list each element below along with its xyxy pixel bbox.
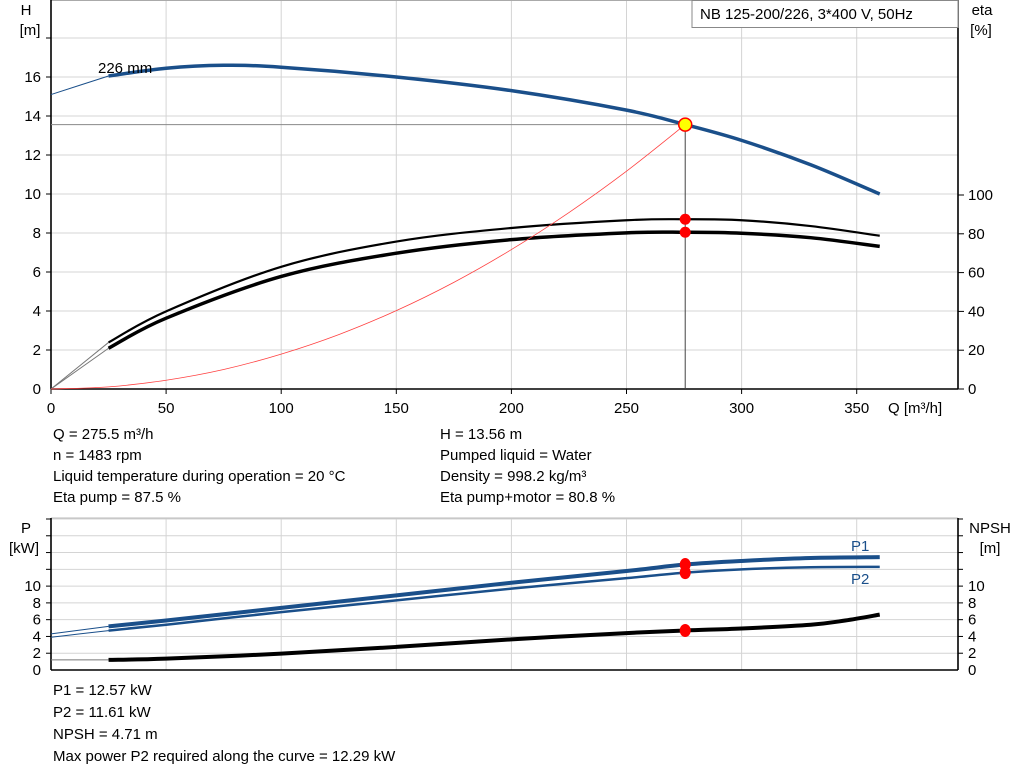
curve-label-impeller: 226 mm	[98, 60, 152, 77]
info-bottom: P1 = 12.57 kW P2 = 11.61 kW NPSH = 4.71 …	[53, 682, 396, 765]
y-tick-label: 8	[33, 225, 41, 242]
y2-axis-unit-eta: [%]	[970, 22, 992, 39]
curve-system_curve	[50, 124, 686, 390]
x-tick-label: 0	[47, 400, 55, 417]
x-tick-label: 50	[158, 400, 175, 417]
y2-tick-label: 60	[968, 265, 985, 282]
info-liquid: Pumped liquid = Water	[440, 447, 592, 464]
curve-P2-extension	[50, 630, 109, 638]
duty-marker-eta-pump-motor	[679, 226, 691, 238]
y-tick-label: 2	[33, 645, 41, 662]
y2-tick-label: 8	[968, 595, 976, 612]
x-tick-label: 100	[269, 400, 294, 417]
info-npsh: NPSH = 4.71 m	[53, 726, 158, 743]
curve-P2	[108, 565, 880, 632]
duty-point-markers	[51, 117, 693, 637]
y-tick-label: 6	[33, 612, 41, 629]
y-axis-label-h: H	[21, 2, 32, 19]
y-tick-label: 0	[33, 662, 41, 679]
y-tick-label: 10	[24, 186, 41, 203]
duty-marker-eta-pump	[679, 213, 691, 225]
series-label-p1: P1	[851, 538, 869, 555]
info-eta-pump: Eta pump = 87.5 %	[53, 489, 181, 506]
curve-eta_pump_motor	[107, 230, 880, 350]
x-tick-label: 250	[614, 400, 639, 417]
y2-tick-label: 80	[968, 226, 985, 243]
info-max-p2: Max power P2 required along the curve = …	[53, 748, 396, 765]
curve-eta_pump-extension	[50, 342, 109, 390]
y2-tick-label: 10	[968, 578, 985, 595]
curves	[50, 63, 881, 662]
top-chart-grid: 0 50 100 150 200 250 300 350 0 2 4 6 8 10 12 14 16 0 20 40 6…	[24, 0, 993, 417]
y-tick-label: 2	[33, 342, 41, 359]
info-h: H = 13.56 m	[440, 426, 522, 443]
y2-tick-label: 4	[968, 628, 976, 645]
x-tick-label: 300	[729, 400, 754, 417]
info-q: Q = 275.5 m³/h	[53, 426, 153, 443]
y2-axis-unit-npsh: [m]	[980, 540, 1001, 557]
y2-tick-label: 40	[968, 303, 985, 320]
legend-box	[691, 0, 959, 28]
y-tick-label: 12	[24, 147, 41, 164]
curve-H	[108, 63, 881, 196]
curve-P1	[108, 555, 880, 629]
y-axis-unit-p: [kW]	[9, 540, 39, 557]
y2-tick-label: 100	[968, 187, 993, 204]
x-tick-label: 350	[844, 400, 869, 417]
info-top-right: H = 13.56 m Pumped liquid = Water Densit…	[440, 426, 615, 506]
chart-title: NB 125-200/226, 3*400 V, 50Hz	[700, 6, 913, 23]
y-axis-label-p: P	[21, 520, 31, 537]
y2-tick-label: 20	[968, 342, 985, 359]
y2-axis-label-eta: eta	[972, 2, 994, 19]
duty-marker-p2	[679, 566, 691, 580]
y-tick-label: 6	[33, 264, 41, 281]
x-axis-label: Q [m³/h]	[888, 400, 942, 417]
curve-P1-extension	[50, 625, 109, 635]
y-tick-label: 8	[33, 595, 41, 612]
y-tick-label: 10	[24, 578, 41, 595]
series-label-p2: P2	[851, 571, 869, 588]
duty-point-marker	[677, 117, 693, 132]
x-tick-label: 200	[499, 400, 524, 417]
info-n: n = 1483 rpm	[53, 447, 142, 464]
duty-marker-npsh	[679, 623, 691, 637]
info-eta-pump-motor: Eta pump+motor = 80.8 %	[440, 489, 615, 506]
info-top-left: Q = 275.5 m³/h n = 1483 rpm Liquid tempe…	[53, 426, 346, 506]
y2-tick-label: 2	[968, 645, 976, 662]
info-p2: P2 = 11.61 kW	[53, 704, 152, 721]
x-tick-label: 150	[384, 400, 409, 417]
info-temperature: Liquid temperature during operation = 20…	[53, 468, 346, 485]
curve-eta_pump_motor-extension	[50, 347, 109, 390]
y2-axis-label-npsh: NPSH	[969, 520, 1011, 537]
y-tick-label: 0	[33, 381, 41, 398]
y2-tick-label: 6	[968, 612, 976, 629]
curve-eta_pump	[108, 218, 880, 344]
info-density: Density = 998.2 kg/m³	[440, 468, 586, 485]
curve-NPSH	[108, 612, 881, 662]
y-tick-label: 14	[24, 108, 41, 125]
curve-H-extension	[50, 75, 109, 96]
y-tick-label: 4	[33, 303, 41, 320]
y-tick-label: 4	[33, 628, 41, 645]
y2-tick-label: 0	[968, 381, 976, 398]
info-p1: P1 = 12.57 kW	[53, 682, 153, 699]
y-tick-label: 16	[24, 69, 41, 86]
y2-tick-label: 0	[968, 662, 976, 679]
y-axis-unit-h: [m]	[20, 22, 41, 39]
